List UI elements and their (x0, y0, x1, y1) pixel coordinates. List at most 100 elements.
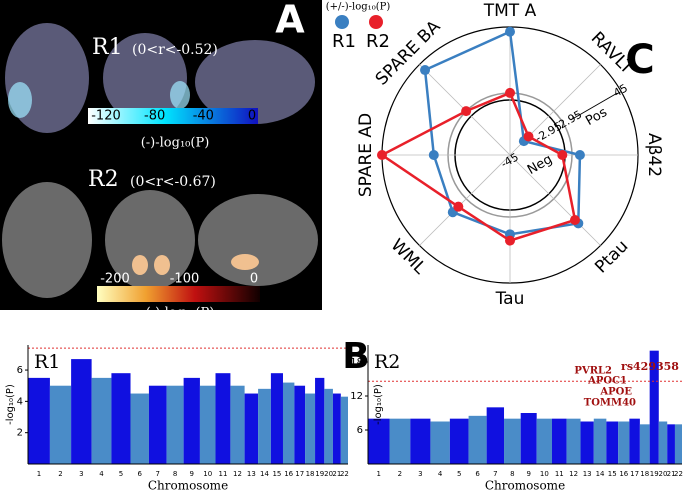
manhattan-bar (244, 393, 259, 464)
radar-point (574, 150, 585, 160)
highlight (154, 255, 170, 275)
highlight (132, 255, 148, 275)
colorbar (88, 108, 258, 124)
radar-axis (509, 154, 601, 246)
x-tick-label: 13 (583, 470, 592, 478)
x-tick-label: 18 (306, 470, 315, 478)
x-tick-label: 1 (377, 470, 381, 478)
manhattan-bar (28, 377, 50, 464)
gene-annotation: TOMM40 (584, 398, 636, 409)
x-tick-label: 19 (315, 470, 324, 478)
x-tick-label: 4 (438, 470, 443, 478)
manhattan-bar (49, 385, 72, 464)
manhattan-bar (618, 421, 630, 464)
gene-annotation: rs429358 (621, 360, 679, 373)
colorbar-tick-label: -40 (193, 109, 214, 124)
x-tick-label: 3 (418, 470, 422, 478)
x-tick-label: 18 (640, 470, 649, 478)
radar-point (557, 150, 568, 160)
legend-title: (+/-)-log₁₀(P) (326, 2, 391, 13)
manhattan-bar (606, 421, 619, 464)
manhattan-bar (130, 393, 149, 464)
x-tick-label: 14 (596, 470, 605, 478)
manhattan-bar (389, 418, 411, 464)
x-tick-label: 14 (260, 470, 269, 478)
x-tick-label: 19 (650, 470, 659, 478)
x-tick-label: 6 (137, 470, 142, 478)
axis-label: Tau (495, 289, 525, 309)
manhattan-bar (111, 373, 131, 464)
x-tick-label: 16 (619, 470, 628, 478)
manhattan-bar (215, 373, 231, 464)
manhattan-bar (91, 377, 112, 464)
x-tick-label: 7 (156, 470, 160, 478)
radar-point (569, 214, 580, 225)
x-tick-label: 11 (219, 470, 228, 478)
y-axis-label: -log₁₀(P) (5, 384, 16, 425)
y-tick-label: 18 (350, 357, 363, 368)
x-tick-label: 8 (510, 470, 514, 478)
axis-label: TMT A (483, 1, 537, 21)
y-tick-label: 12 (350, 391, 363, 402)
x-axis-label: Chromosome (148, 479, 228, 492)
gene-annotation: APOE (599, 387, 632, 398)
highlight (170, 81, 190, 109)
brain-sagittal (195, 40, 315, 124)
x-tick-label: 21 (332, 470, 341, 478)
manhattan-bar (566, 418, 581, 464)
x-tick-label: 9 (526, 470, 530, 478)
highlight (231, 254, 259, 270)
manhattan-bar (667, 424, 675, 464)
panel-label: B (342, 336, 369, 377)
legend-swatch (369, 15, 383, 29)
panel-label: A (275, 0, 305, 42)
x-tick-label: 5 (457, 470, 461, 478)
manhattan-bar (593, 418, 607, 464)
manhattan-bar (148, 385, 167, 464)
x-tick-label: 20 (659, 470, 668, 478)
radar-point (523, 131, 534, 142)
manhattan-bar (368, 418, 390, 464)
x-tick-label: 11 (555, 470, 564, 478)
colorbar-tick-label: -100 (170, 272, 200, 287)
brain-coronal (105, 190, 195, 290)
manhattan-bar (199, 385, 216, 464)
radar-point (505, 87, 515, 98)
manhattan-bar (166, 385, 184, 464)
x-tick-label: 6 (475, 470, 480, 478)
panel-label: C (625, 37, 654, 83)
x-tick-label: 21 (667, 470, 676, 478)
colorbar-tick-label: 0 (250, 272, 258, 287)
range: (0<r<-0.52) (132, 42, 218, 58)
manhattan-bar (258, 388, 271, 464)
y-tick-label: 2 (17, 428, 23, 439)
x-tick-label: 15 (608, 470, 617, 478)
radar-point (428, 150, 439, 160)
x-tick-label: 17 (295, 470, 304, 478)
title: R2 (88, 167, 119, 192)
colorbar-tick-label: -80 (144, 109, 165, 124)
gene-annotation: PVRL2 (574, 366, 612, 377)
radar-point (505, 26, 515, 37)
x-tick-label: 20 (324, 470, 333, 478)
x-tick-label: 3 (79, 470, 83, 478)
axis-label: SPARE AD (356, 113, 376, 197)
x-tick-label: 13 (247, 470, 256, 478)
gene-annotation: APOC1 (587, 376, 627, 387)
panel-title: R1 (34, 351, 60, 373)
x-tick-label: 1 (37, 470, 41, 478)
manhattan-bar (486, 407, 505, 464)
x-tick-label: 10 (540, 470, 549, 478)
x-tick-label: 7 (493, 470, 497, 478)
colorbar-label: (-)-log₁₀(P) (141, 136, 210, 151)
y-axis-label: -log₁₀(P) (373, 384, 384, 425)
legend-swatch (335, 15, 349, 29)
brain-sagittal (198, 194, 318, 286)
radar-point (505, 235, 515, 246)
range: (0<r<-0.67) (130, 174, 216, 190)
manhattan-bar (504, 418, 521, 464)
manhattan-bar (520, 413, 537, 464)
manhattan-bar (230, 385, 245, 464)
y-tick-label: 6 (17, 365, 23, 376)
